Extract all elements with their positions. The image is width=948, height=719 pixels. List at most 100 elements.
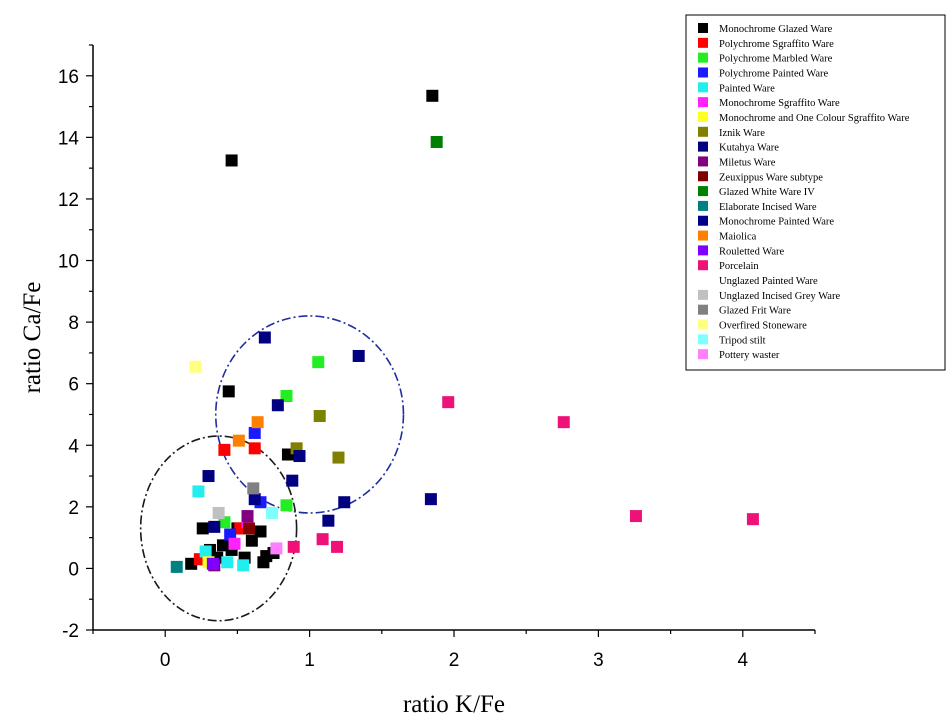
data-point — [170, 560, 183, 573]
data-point — [202, 470, 215, 483]
legend-label: Zeuxippus Ware subtype — [719, 172, 823, 183]
data-point — [241, 510, 254, 523]
x-tick-label: 0 — [160, 650, 171, 671]
legend-label: Monochrome Painted Ware — [719, 217, 834, 228]
legend-label: Kutahya Ware — [719, 143, 779, 154]
legend-swatch — [698, 215, 708, 226]
legend-label: Painted Ware — [719, 83, 775, 94]
data-point — [212, 507, 225, 519]
legend-swatch — [698, 334, 708, 345]
y-tick-label: -2 — [62, 621, 79, 642]
y-tick-label: 12 — [58, 190, 79, 211]
legend-label: Iznik Ware — [719, 128, 765, 139]
legend-label: Unglazed Incised Grey Ware — [719, 291, 840, 302]
legend-swatch — [698, 200, 708, 211]
y-tick-label: 4 — [68, 436, 79, 457]
legend-swatch — [698, 289, 708, 300]
y-tick-label: 0 — [68, 559, 79, 580]
data-point — [218, 443, 231, 456]
data-point — [338, 496, 351, 509]
legend-label: Elaborate Incised Ware — [719, 202, 817, 213]
data-point — [225, 154, 238, 167]
cluster-circles — [139, 315, 405, 622]
legend-label: Polychrome Sgraffito Ware — [719, 39, 834, 50]
data-point — [222, 385, 235, 398]
legend-swatch — [698, 349, 708, 360]
y-tick-label: 2 — [68, 498, 79, 519]
legend-swatch — [698, 67, 708, 78]
data-point — [218, 516, 231, 529]
x-tick-label: 3 — [593, 650, 604, 671]
data-point — [322, 514, 335, 527]
data-point — [254, 525, 267, 538]
legend-swatch — [698, 171, 708, 182]
legend-label: Pottery waster — [719, 350, 780, 361]
legend-label: Monochrome and One Colour Sgraffito Ware — [719, 113, 910, 124]
data-point — [237, 559, 250, 572]
data-point — [266, 507, 279, 519]
legend-swatch — [698, 260, 708, 271]
legend-swatch — [698, 52, 708, 63]
x-axis-title: ratio K/Fe — [403, 691, 505, 718]
x-tick-label: 1 — [304, 650, 315, 671]
legend-label: Maiolica — [719, 232, 757, 243]
data-point — [293, 450, 306, 463]
legend-label: Polychrome Painted Ware — [719, 68, 829, 79]
data-point — [442, 396, 455, 409]
data-point — [331, 540, 344, 553]
legend-label: Overfired Stoneware — [719, 321, 807, 332]
legend-box — [685, 14, 946, 371]
data-point — [287, 540, 300, 553]
y-tick-label: 6 — [68, 375, 79, 396]
data-point — [280, 390, 293, 402]
data-point — [286, 474, 299, 487]
legend-swatch — [698, 186, 708, 197]
data-point — [313, 410, 326, 423]
y-axis-title: ratio Ca/Fe — [19, 282, 46, 394]
legend-label: Tripod stilt — [719, 335, 766, 346]
data-point — [248, 426, 261, 439]
data-point — [245, 534, 258, 547]
legend-swatch — [698, 156, 708, 167]
data-point — [251, 416, 264, 429]
legend-swatch — [698, 319, 708, 330]
data-point — [196, 522, 209, 535]
legend: Monochrome Glazed Ware Polychrome Sgraffi… — [685, 14, 946, 371]
legend-swatch — [698, 111, 708, 122]
data-point — [557, 416, 570, 429]
data-point — [316, 533, 329, 546]
y-tick-label: 14 — [58, 128, 80, 149]
legend-swatch — [698, 245, 708, 256]
x-tick-label: 4 — [738, 650, 749, 671]
legend-swatch — [698, 82, 708, 93]
data-point — [271, 399, 284, 412]
legend-label: Glazed Frit Ware — [719, 306, 791, 317]
data-point — [248, 442, 261, 455]
data-point — [248, 493, 261, 506]
data-point — [424, 493, 437, 506]
legend-swatch — [698, 23, 708, 33]
legend-label: Porcelain — [719, 261, 759, 272]
data-point — [189, 360, 202, 373]
legend-swatch — [698, 97, 708, 108]
legend-label: Monochrome Sgraffito Ware — [719, 98, 840, 109]
cluster-circle-2 — [214, 315, 405, 514]
data-point — [430, 135, 443, 148]
data-point — [232, 434, 245, 447]
data-point — [221, 556, 234, 569]
legend-swatch — [698, 141, 708, 152]
data-point — [270, 542, 283, 555]
cluster-circle-1 — [139, 435, 298, 622]
data-point — [199, 545, 212, 558]
data-point — [352, 349, 365, 362]
legend-label: Rouletted Ware — [719, 246, 784, 257]
data-point — [228, 537, 241, 550]
legend-swatch — [698, 304, 708, 315]
data-point — [192, 485, 205, 498]
legend-swatch — [698, 275, 708, 286]
y-tick-label: 8 — [68, 313, 79, 334]
data-point — [206, 557, 219, 570]
y-tick-label: 10 — [58, 252, 79, 273]
